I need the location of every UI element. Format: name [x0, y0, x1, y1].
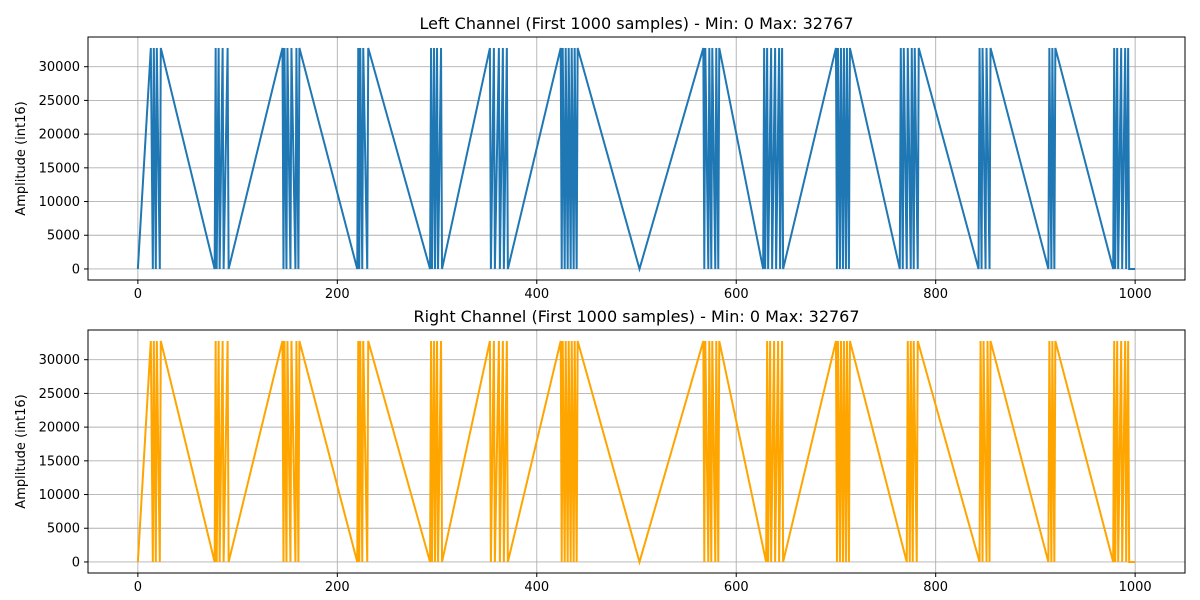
right-channel-series	[136, 340, 1136, 566]
left-channel-xtick-label: 1000	[1119, 287, 1152, 302]
left-channel-waveform-line	[136, 47, 1136, 273]
left-channel-ytick-label: 0	[72, 262, 80, 277]
right-channel-ytick-label: 10000	[39, 488, 80, 503]
left-channel-ytick-label: 25000	[39, 94, 80, 109]
right-channel-xtick-label: 800	[923, 580, 948, 595]
right-channel-ytick-label: 20000	[39, 421, 80, 436]
left-channel-ytick-label: 20000	[39, 128, 80, 143]
left-channel-ytick-label: 15000	[39, 161, 80, 176]
left-channel-title: Left Channel (First 1000 samples) - Min:…	[419, 14, 853, 33]
right-channel-xtick-label: 400	[524, 580, 549, 595]
left-channel-ticks: 0 200 400 600 800 100005000100001500020000250…	[39, 60, 1152, 302]
right-channel-ytick-label: 15000	[39, 454, 80, 469]
right-channel-xtick-label: 1000	[1119, 580, 1152, 595]
right-channel-ytick-label: 25000	[39, 387, 80, 402]
right-channel-ytick-label: 5000	[47, 522, 80, 537]
right-channel-ylabel: Amplitude (int16)	[14, 394, 29, 508]
right-channel-xtick-label: 200	[325, 580, 350, 595]
right-channel-waveform-line	[136, 340, 1136, 566]
left-channel-ytick-label: 30000	[39, 60, 80, 75]
right-channel-xtick-label: 600	[724, 580, 749, 595]
left-channel-plot: Left Channel (First 1000 samples) - Min:…	[14, 14, 1186, 302]
left-channel-series	[136, 47, 1136, 273]
left-channel-xtick-label: 600	[724, 287, 749, 302]
right-channel-frame	[87, 329, 1186, 574]
left-channel-xtick-label: 400	[524, 287, 549, 302]
left-channel-grid	[88, 37, 1185, 280]
right-channel-plot: Right Channel (First 1000 samples) - Min…	[14, 307, 1186, 595]
left-channel-frame	[87, 36, 1186, 281]
right-channel-ticks: 0 200 400 600 800 100005000100001500020000250…	[39, 353, 1152, 595]
right-channel-title: Right Channel (First 1000 samples) - Min…	[413, 307, 859, 326]
left-channel-xtick-label: 0	[134, 287, 142, 302]
left-channel-ytick-label: 5000	[47, 229, 80, 244]
right-channel-xtick-label: 0	[134, 580, 142, 595]
right-channel-ytick-label: 30000	[39, 353, 80, 368]
left-channel-ylabel: Amplitude (int16)	[14, 101, 29, 215]
right-channel-grid	[88, 330, 1185, 573]
right-channel-ytick-label: 0	[72, 555, 80, 570]
left-channel-xtick-label: 800	[923, 287, 948, 302]
left-channel-ytick-label: 10000	[39, 195, 80, 210]
left-channel-xtick-label: 200	[325, 287, 350, 302]
